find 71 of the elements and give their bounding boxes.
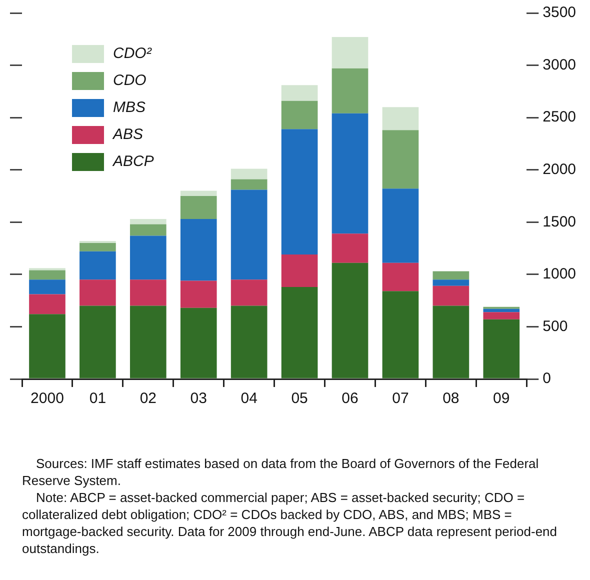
bar xyxy=(432,280,470,286)
x-tick-label: 05 xyxy=(291,390,308,408)
y-tick-label: 1500 xyxy=(542,213,576,230)
bar xyxy=(281,129,318,255)
bar xyxy=(80,280,116,306)
bar xyxy=(432,306,470,378)
bar xyxy=(382,262,419,292)
bar xyxy=(80,243,116,252)
bar xyxy=(281,100,318,130)
legend-label: ABS xyxy=(113,126,144,143)
bar xyxy=(130,236,166,280)
bar xyxy=(29,280,66,294)
bar xyxy=(130,219,166,224)
source-note: Sources: IMF staff estimates based on data from the Board of Governors of the Federal Reserve System. xyxy=(22,455,540,489)
x-tick-label: 04 xyxy=(240,390,258,408)
y-tick-label: 2000 xyxy=(542,161,576,178)
x-tick-label: 07 xyxy=(392,390,409,408)
bar xyxy=(230,280,268,306)
legend-label: ABCP xyxy=(113,153,154,170)
x-tick-label: 01 xyxy=(89,390,106,408)
y-tick-label: 3000 xyxy=(542,56,576,74)
bar xyxy=(432,271,470,280)
y-tick-label: 3500 xyxy=(542,4,576,22)
bar xyxy=(230,179,268,190)
x-tick-label: 08 xyxy=(442,390,460,408)
bar xyxy=(382,130,419,189)
bar xyxy=(29,314,66,378)
bar xyxy=(483,319,520,378)
y-tick-label: 1000 xyxy=(542,266,576,283)
bar xyxy=(281,85,318,101)
x-tick-label: 2000 xyxy=(30,390,64,408)
bar xyxy=(180,219,217,281)
bar xyxy=(332,234,368,263)
legend-label: CDO xyxy=(113,72,146,89)
bar xyxy=(432,286,470,306)
bar xyxy=(29,294,66,314)
bar xyxy=(382,291,419,378)
bar xyxy=(130,306,166,378)
bar xyxy=(230,190,268,280)
x-tick-label: 09 xyxy=(493,390,510,408)
bar xyxy=(281,254,318,287)
x-tick-label: 02 xyxy=(140,390,156,408)
bar xyxy=(332,68,368,114)
bar xyxy=(382,107,419,130)
legend-label: MBS xyxy=(113,99,146,116)
bar xyxy=(80,240,116,244)
bar xyxy=(130,280,166,306)
bar xyxy=(483,312,520,320)
bar xyxy=(180,308,217,378)
x-tick-label: 06 xyxy=(342,390,358,408)
bar xyxy=(281,286,318,378)
bar xyxy=(382,188,419,263)
bar xyxy=(332,113,368,234)
bar xyxy=(180,280,217,308)
bar xyxy=(80,251,116,280)
bar xyxy=(332,37,368,68)
x-tick-label: 03 xyxy=(190,390,207,408)
bar xyxy=(80,306,116,378)
y-tick-label: 2500 xyxy=(542,108,576,126)
bar xyxy=(332,262,368,378)
bar xyxy=(130,224,166,236)
bar xyxy=(230,168,268,180)
y-tick-label: 0 xyxy=(542,370,551,388)
bar xyxy=(29,270,66,280)
bar xyxy=(180,196,217,220)
bar xyxy=(230,306,268,378)
y-tick-label: 500 xyxy=(542,318,568,335)
text: Note: ABCP = asset-backed commercial paper; ABS = asset-backed security; CDO = collateralized debt obligation; CDO² = CDOs backed by CDO, ABS, and MBS; MBS = mortgage-backed security. Data for 2009 through end-June. ABCP data represent period-end outstandings. xyxy=(22,489,558,557)
legend-label: CDO² xyxy=(113,45,152,62)
bar xyxy=(180,190,217,196)
bar xyxy=(483,308,520,312)
